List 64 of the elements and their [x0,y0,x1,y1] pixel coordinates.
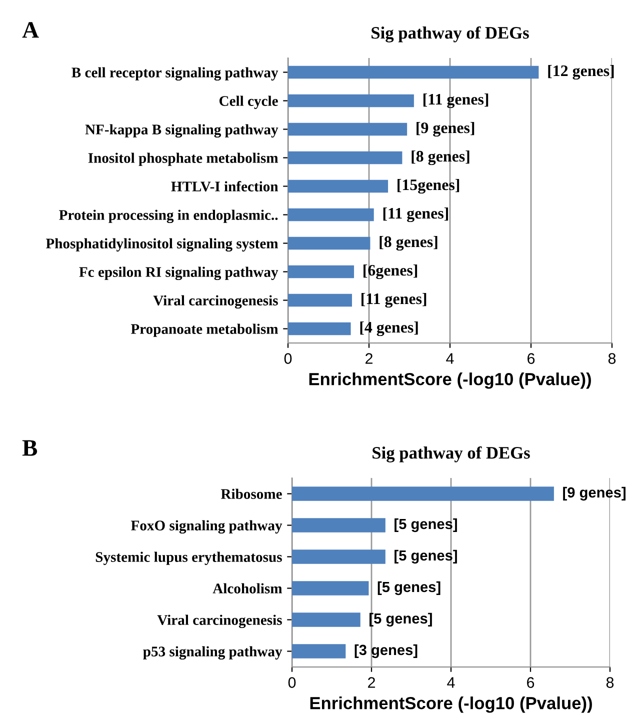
y-tick-label: FoxO signaling pathway [130,520,282,534]
annotation: [9 genes] [416,122,474,137]
x-tick-label: 4 [447,677,455,688]
annotation: [6genes] [364,264,418,280]
y-tick-label: Ribosome [220,488,282,499]
x-tick-label: 8 [606,677,614,688]
y-tick-label: Fc epsilon RI signaling pathway [79,266,278,280]
y-tick-label: Alcoholism [212,583,282,594]
annotation: [11 genes] [383,207,448,222]
x-tick-label: 6 [527,677,534,688]
y-tick-label: p53 signaling pathway [143,646,282,660]
annotation: [3 genes] [354,644,418,658]
annotation: [8 genes] [380,236,438,251]
x-tick-label: 8 [608,353,616,364]
text: B [22,440,38,456]
y-tick-label: B cell receptor signaling pathway [72,67,278,81]
annotation: [11 genes] [362,292,426,308]
bar [292,612,360,627]
bar [292,644,346,658]
y-tick-label: Phosphatidylinositol signaling system [46,238,278,252]
bar [288,265,354,278]
bar [288,294,352,307]
annotation: [5 genes] [378,581,440,596]
annotation: [5 genes] [394,550,457,564]
chart-title: Sig pathway of DEGs [372,26,529,42]
bar [288,151,402,164]
x-tick-label: 0 [288,677,296,688]
x-tick-label: 4 [446,353,454,364]
annotation: [12 genes] [548,64,614,80]
y-tick-label: Protein processing in endoplasmic.. [59,210,278,224]
x-tick-label: 2 [366,353,372,364]
y-tick-label: Systemic lupus erythematosus [96,552,282,565]
y-tick-label: Viral carcinogenesis [153,295,278,309]
bar [288,66,539,79]
bar [288,236,370,250]
annotation: [5 genes] [394,518,457,532]
x-tick-label: 2 [368,677,375,688]
bar [292,518,386,532]
bar [292,550,386,564]
bar [288,180,388,193]
text: A [22,22,39,38]
bar [292,581,369,596]
annotation: [4 genes] [360,321,418,336]
x-tick-label: 6 [528,353,535,364]
bar [288,208,374,222]
annotation: [8 genes] [412,150,470,166]
bar [292,486,554,501]
bar [288,122,408,136]
x-tick-label: 0 [284,353,292,364]
x-axis-title: EnrichmentScore (-log10 (Pvalue)) [310,696,592,713]
annotation: [9 genes] [563,486,626,501]
y-tick-label: Inositol phosphate metabolism [88,152,278,166]
annotation: [11 genes] [423,93,488,108]
y-tick-label: NF-kappa B signaling pathway [85,124,278,138]
bar [288,322,351,336]
y-tick-label: Cell cycle [219,96,278,109]
annotation: [15genes] [398,178,460,194]
y-tick-label: Viral carcinogenesis [157,614,282,628]
y-tick-label: Propanoate metabolism [130,324,278,337]
chart-title: Sig pathway of DEGs [372,446,530,462]
x-axis-title: EnrichmentScore (-log10 (Pvalue)) [309,372,591,389]
annotation: [5 genes] [370,612,432,627]
bar [288,94,414,108]
y-tick-label: HTLV-I infection [171,181,278,192]
